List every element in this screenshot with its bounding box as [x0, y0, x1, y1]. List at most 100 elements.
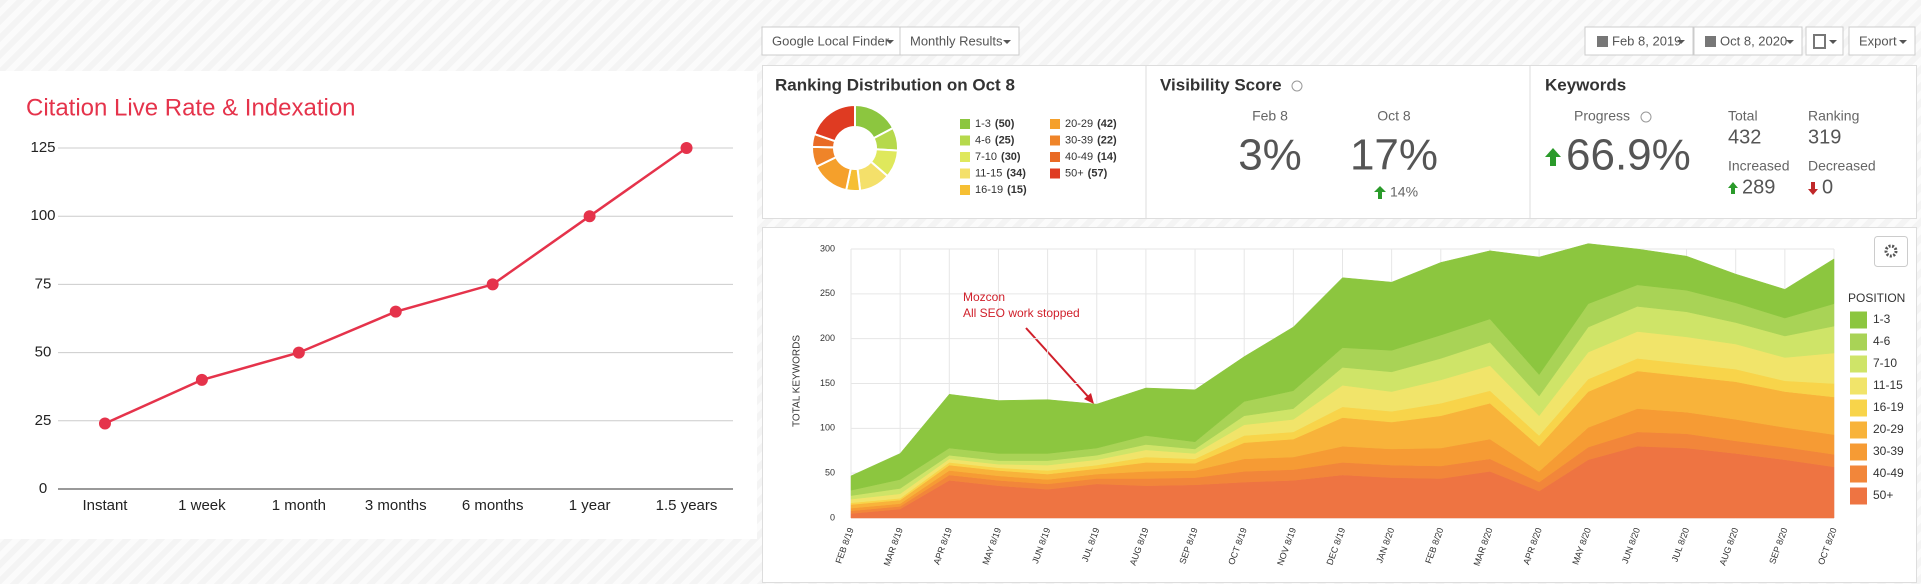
source-label: Google Local Finder	[772, 33, 890, 48]
legend-swatch	[1850, 311, 1867, 329]
y-tick-label: 200	[820, 333, 835, 343]
legend-swatch	[1050, 119, 1060, 129]
legend-swatch	[1850, 465, 1867, 483]
x-tick-label: 1.5 years	[656, 497, 718, 514]
up-arrow	[1545, 148, 1561, 166]
x-tick-label: 1 year	[569, 497, 611, 514]
ranking-label: Ranking	[1808, 108, 1859, 124]
legend-label: 20-29	[1873, 422, 1904, 436]
legend-swatch	[960, 135, 970, 146]
stats-panel	[762, 65, 1917, 219]
y-axis-label: TOTAL KEYWORDS	[792, 335, 803, 427]
calendar-icon	[1597, 36, 1608, 47]
legend-label: 4-6	[1873, 334, 1891, 348]
y-tick-label: 25	[35, 412, 52, 429]
caret	[1677, 40, 1685, 44]
y-tick-label: 125	[30, 139, 55, 156]
legend-label: 30-39	[1065, 134, 1093, 146]
legend-value: (15)	[1007, 184, 1027, 196]
card	[0, 71, 757, 539]
x-tick-label: Instant	[82, 497, 128, 514]
period-label: Monthly Results	[910, 33, 1003, 48]
view-icon	[1813, 34, 1826, 49]
x-tick-label: 1 week	[178, 497, 226, 514]
legend-label: 20-29	[1065, 118, 1093, 130]
legend-value: (22)	[1097, 134, 1117, 146]
legend-swatch	[1850, 421, 1867, 439]
up-arrow	[1374, 186, 1386, 199]
progress-value: 66.9%	[1566, 131, 1691, 180]
panel-title: Visibility Score	[1160, 75, 1282, 94]
increased-label: Increased	[1728, 158, 1789, 174]
legend-swatch	[960, 152, 970, 162]
help-icon[interactable]	[1291, 80, 1303, 92]
y-tick-label: 100	[820, 423, 835, 433]
legend-swatch	[960, 119, 970, 129]
annotation: All SEO work stopped	[963, 306, 1080, 320]
source-button[interactable]	[761, 26, 901, 56]
legend-label: 16-19	[975, 184, 1003, 196]
point	[583, 210, 596, 223]
legend-swatch	[1850, 355, 1867, 373]
progress-label: Progress	[1574, 108, 1630, 124]
date-to: Oct 8, 2020	[1720, 33, 1787, 48]
legend-value: (34)	[1006, 167, 1026, 179]
legend-label: 1-3	[975, 118, 991, 130]
change-value: 14%	[1390, 184, 1418, 200]
panel-title: Ranking Distribution on Oct 8	[775, 75, 1015, 94]
settings-button[interactable]	[1874, 236, 1908, 267]
y-tick-label: 0	[39, 480, 47, 497]
legend-label: 40-49	[1065, 151, 1093, 163]
legend-value: (42)	[1097, 118, 1117, 130]
period-button[interactable]	[899, 26, 1020, 56]
y-tick-label: 150	[820, 378, 835, 388]
legend-label: 50+	[1065, 167, 1084, 179]
panel-title: Keywords	[1545, 75, 1626, 94]
point	[486, 278, 499, 291]
annotation-arrow	[1025, 327, 1093, 402]
legend-label: 7-10	[1873, 356, 1897, 370]
x-tick-label: 3 months	[365, 497, 427, 514]
point	[389, 305, 402, 318]
point	[98, 417, 111, 430]
increased-value: 289	[1742, 176, 1775, 198]
legend-label: 1-3	[1873, 312, 1891, 326]
total-value: 432	[1728, 126, 1761, 148]
caret	[1003, 40, 1011, 44]
caret	[886, 40, 894, 44]
y-tick-label: 100	[30, 207, 55, 224]
x-tick-label: 6 months	[462, 497, 524, 514]
legend-swatch	[1850, 443, 1867, 461]
help-icon[interactable]	[1640, 111, 1652, 123]
legend-swatch	[1050, 152, 1060, 162]
legend-value: (57)	[1088, 167, 1108, 179]
down-arrow	[1808, 182, 1818, 195]
y-tick-label: 0	[830, 512, 835, 522]
x-tick-label: 1 month	[272, 497, 326, 514]
from-label: Feb 8	[1252, 108, 1288, 124]
legend-swatch	[1050, 135, 1060, 146]
ranking-value: 319	[1808, 126, 1841, 148]
donut-slice	[813, 103, 856, 143]
up-arrow	[1728, 182, 1738, 194]
decreased-value: 0	[1822, 176, 1833, 198]
area	[850, 243, 1835, 491]
y-tick-label: 250	[820, 288, 835, 298]
caret	[1829, 40, 1837, 44]
y-tick-label: 75	[35, 275, 52, 292]
legend-swatch	[960, 168, 970, 179]
legend-swatch	[1850, 377, 1867, 395]
gear-icon	[1884, 244, 1898, 258]
y-tick-label: 50	[35, 344, 52, 361]
caret	[1899, 40, 1907, 44]
legend-label: 40-49	[1873, 466, 1904, 480]
legend-value: (30)	[1001, 151, 1021, 163]
chart-title: Citation Live Rate & Indexation	[26, 94, 356, 121]
date-from: Feb 8, 2019	[1612, 33, 1681, 48]
export-label: Export	[1859, 33, 1897, 48]
legend-label: 30-39	[1873, 444, 1904, 458]
legend-label: 7-10	[975, 151, 997, 163]
legend-label: 16-19	[1873, 400, 1904, 414]
point	[292, 346, 305, 359]
